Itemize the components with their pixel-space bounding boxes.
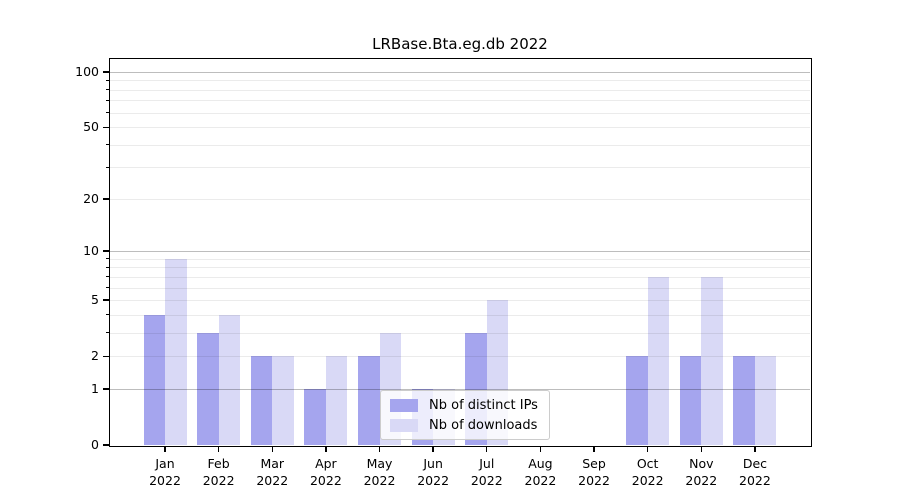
bar-downloads-nov bbox=[701, 276, 723, 445]
minor-gridline bbox=[110, 258, 810, 260]
y-minor-tick bbox=[106, 89, 110, 91]
minor-gridline bbox=[110, 198, 810, 200]
bar-distinct-ips-dec bbox=[733, 356, 755, 445]
y-tick-label: 50 bbox=[83, 119, 99, 135]
x-tick-label: Aug 2022 bbox=[524, 456, 557, 488]
x-tick-label: Feb 2022 bbox=[202, 456, 235, 488]
bar-downloads-mar bbox=[272, 356, 294, 445]
x-tick-label: Apr 2022 bbox=[309, 456, 342, 488]
y-minor-tick bbox=[106, 332, 110, 334]
x-tick-label: Jul 2022 bbox=[470, 456, 503, 488]
x-tick bbox=[646, 446, 649, 452]
bar-downloads-jan bbox=[165, 258, 187, 445]
bar-downloads-feb bbox=[218, 314, 241, 445]
y-minor-tick bbox=[106, 276, 110, 278]
legend-item-downloads: Nb of downloads bbox=[390, 417, 538, 433]
bar-downloads-apr bbox=[325, 356, 348, 445]
x-tick-label: Oct 2022 bbox=[631, 456, 664, 488]
bar-distinct-ips-jan bbox=[143, 314, 165, 445]
downloads-swatch-icon bbox=[390, 418, 418, 432]
x-tick bbox=[378, 446, 381, 452]
x-tick bbox=[486, 446, 488, 452]
y-tick-label: 1 bbox=[91, 380, 99, 396]
x-tick-label: Dec 2022 bbox=[739, 456, 771, 488]
x-tick bbox=[700, 446, 702, 452]
bar-distinct-ips-feb bbox=[197, 332, 219, 445]
minor-gridline bbox=[110, 287, 810, 289]
y-minor-tick bbox=[106, 79, 110, 81]
minor-gridline bbox=[110, 80, 810, 82]
bar-distinct-ips-mar bbox=[250, 356, 273, 445]
y-minor-tick bbox=[106, 166, 110, 168]
x-tick-label: Nov 2022 bbox=[685, 456, 718, 488]
minor-gridline bbox=[110, 127, 810, 129]
plot-area bbox=[110, 59, 810, 445]
y-tick bbox=[103, 71, 110, 73]
y-tick bbox=[103, 355, 110, 357]
y-minor-tick bbox=[106, 314, 110, 316]
bar-distinct-ips-may bbox=[358, 356, 380, 445]
x-tick bbox=[754, 446, 756, 452]
bar-downloads-oct bbox=[647, 276, 670, 445]
x-tick bbox=[593, 446, 595, 452]
minor-gridline bbox=[110, 276, 810, 278]
y-tick-label: 2 bbox=[91, 348, 99, 364]
y-minor-tick bbox=[106, 112, 110, 114]
minor-gridline bbox=[110, 167, 810, 169]
x-tick bbox=[217, 446, 220, 452]
x-tick bbox=[325, 446, 327, 452]
minor-gridline bbox=[110, 112, 810, 114]
x-tick-label: Jan 2022 bbox=[149, 456, 181, 488]
y-tick-label: 10 bbox=[83, 243, 99, 259]
x-tick bbox=[539, 446, 542, 452]
y-tick bbox=[103, 250, 110, 252]
x-tick bbox=[164, 446, 166, 452]
y-minor-tick bbox=[106, 258, 110, 260]
y-tick bbox=[103, 444, 110, 446]
y-tick-label: 100 bbox=[75, 64, 99, 79]
minor-gridline bbox=[110, 314, 810, 316]
y-tick-label: 0 bbox=[91, 437, 99, 452]
y-tick bbox=[103, 299, 110, 301]
y-minor-tick bbox=[106, 287, 110, 289]
legend-label-distinct-ips: Nb of distinct IPs bbox=[429, 397, 538, 413]
y-tick bbox=[103, 126, 110, 128]
bar-distinct-ips-nov bbox=[679, 356, 702, 445]
minor-gridline bbox=[110, 144, 810, 146]
major-gridline bbox=[110, 251, 810, 253]
bar-distinct-ips-apr bbox=[304, 388, 326, 445]
x-tick-label: May 2022 bbox=[363, 456, 396, 488]
y-tick bbox=[103, 198, 110, 200]
y-minor-tick bbox=[106, 266, 110, 268]
minor-gridline bbox=[110, 100, 810, 102]
legend: Nb of distinct IPs Nb of downloads bbox=[380, 390, 550, 440]
x-tick-label: Mar 2022 bbox=[256, 456, 289, 488]
legend-item-distinct-ips: Nb of distinct IPs bbox=[390, 397, 538, 413]
y-tick-label: 5 bbox=[91, 292, 99, 308]
minor-gridline bbox=[110, 300, 810, 302]
distinct-ips-swatch-icon bbox=[390, 398, 418, 412]
major-gridline bbox=[110, 72, 810, 73]
bar-downloads-dec bbox=[754, 356, 777, 445]
y-tick bbox=[103, 388, 110, 390]
y-tick-label: 20 bbox=[83, 190, 99, 206]
major-gridline bbox=[110, 388, 810, 390]
minor-gridline bbox=[110, 89, 810, 91]
minor-gridline bbox=[110, 267, 810, 269]
y-minor-tick bbox=[106, 99, 110, 101]
x-tick bbox=[432, 446, 434, 452]
x-tick-label: Sep 2022 bbox=[578, 456, 610, 488]
minor-gridline bbox=[110, 332, 810, 334]
x-tick bbox=[271, 446, 273, 452]
x-tick-label: Jun 2022 bbox=[417, 456, 450, 488]
chart-title: LRBase.Bta.eg.db 2022 bbox=[372, 35, 548, 53]
y-minor-tick bbox=[106, 144, 110, 146]
bar-distinct-ips-oct bbox=[626, 356, 648, 445]
legend-label-downloads: Nb of downloads bbox=[429, 417, 538, 433]
minor-gridline bbox=[110, 356, 810, 358]
